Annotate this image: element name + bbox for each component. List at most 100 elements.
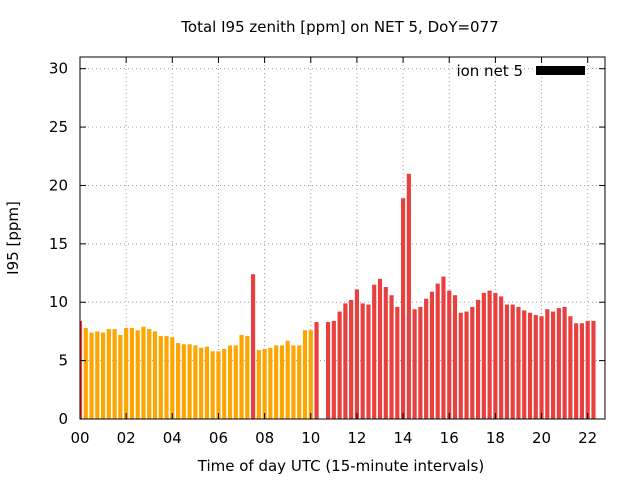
x-tick-label: 08 bbox=[255, 429, 274, 447]
bar-red bbox=[539, 316, 544, 419]
y-tick-label: 10 bbox=[49, 293, 68, 311]
bar-red bbox=[435, 283, 440, 419]
bar-red bbox=[522, 310, 527, 419]
chart-title: Total I95 zenith [ppm] on NET 5, DoY=077 bbox=[180, 18, 498, 36]
bar-orange bbox=[152, 331, 158, 419]
y-tick-label: 25 bbox=[49, 118, 68, 136]
bar-red bbox=[354, 289, 359, 419]
bar-red bbox=[504, 304, 509, 419]
bar-orange bbox=[204, 346, 209, 419]
bar-orange bbox=[308, 330, 313, 419]
x-tick-label: 12 bbox=[347, 429, 366, 447]
bar-red bbox=[487, 290, 492, 419]
bar-orange bbox=[83, 327, 88, 419]
bar-orange bbox=[101, 332, 106, 419]
bar-red bbox=[80, 320, 83, 419]
bar-red bbox=[545, 309, 550, 419]
bar-red bbox=[447, 290, 452, 419]
bar-orange bbox=[176, 343, 181, 419]
bar-orange bbox=[262, 348, 267, 419]
bar-red bbox=[510, 304, 515, 419]
bar-orange bbox=[181, 344, 186, 419]
bar-orange bbox=[239, 334, 244, 419]
bar-orange bbox=[164, 336, 169, 419]
bar-red bbox=[366, 304, 371, 419]
x-tick-label: 04 bbox=[163, 429, 182, 447]
bar-red bbox=[579, 323, 584, 419]
y-tick-label: 30 bbox=[49, 60, 68, 78]
x-tick-label: 06 bbox=[209, 429, 228, 447]
x-tick-label: 18 bbox=[486, 429, 505, 447]
bar-red bbox=[251, 274, 256, 419]
bar-red bbox=[314, 322, 319, 419]
y-tick-label: 5 bbox=[58, 352, 68, 370]
bar-red bbox=[470, 306, 475, 419]
bar-red bbox=[591, 320, 596, 419]
bar-red bbox=[481, 292, 486, 419]
bar-red bbox=[337, 311, 342, 419]
bar-orange bbox=[268, 347, 273, 419]
bar-orange bbox=[187, 344, 192, 419]
bar-red bbox=[343, 303, 348, 419]
bar-orange bbox=[256, 350, 261, 419]
bar-red bbox=[533, 315, 538, 419]
x-axis-label: Time of day UTC (15-minute intervals) bbox=[197, 457, 484, 475]
bar-red bbox=[360, 303, 365, 419]
bar-red bbox=[424, 298, 429, 419]
bar-orange bbox=[227, 345, 233, 419]
bar-red bbox=[476, 299, 481, 419]
bar-red bbox=[331, 320, 336, 419]
bar-red bbox=[418, 306, 423, 419]
bar-orange bbox=[129, 327, 134, 419]
x-tick-label: 10 bbox=[301, 429, 320, 447]
bar-red bbox=[574, 323, 579, 419]
bar-red bbox=[349, 299, 354, 419]
bar-red bbox=[326, 322, 331, 419]
x-tick-label: 00 bbox=[70, 429, 89, 447]
bar-orange bbox=[216, 351, 221, 419]
bar-orange bbox=[135, 330, 140, 419]
bar-orange bbox=[112, 329, 117, 419]
bar-orange bbox=[279, 345, 284, 419]
x-tick-label: 20 bbox=[532, 429, 551, 447]
bar-red bbox=[585, 320, 590, 419]
bar-red bbox=[377, 278, 383, 419]
bar-orange bbox=[285, 340, 290, 419]
legend-swatch bbox=[536, 66, 585, 75]
bar-red bbox=[441, 276, 446, 419]
bar-orange bbox=[233, 345, 238, 419]
bar-orange bbox=[199, 347, 204, 419]
bar-red bbox=[493, 292, 498, 419]
bar-red bbox=[551, 311, 556, 419]
bar-red bbox=[412, 309, 417, 419]
x-tick-label: 14 bbox=[394, 429, 413, 447]
plot-frame bbox=[79, 56, 606, 420]
bar-orange bbox=[210, 351, 215, 419]
y-tick-label: 15 bbox=[49, 235, 68, 253]
bar-red bbox=[499, 296, 504, 419]
bar-orange bbox=[95, 331, 100, 419]
bar-red bbox=[389, 295, 394, 419]
x-tick-label: 02 bbox=[117, 429, 136, 447]
bar-red bbox=[406, 173, 411, 419]
bar-orange bbox=[141, 326, 146, 419]
bar-red bbox=[562, 306, 567, 419]
bar-red bbox=[464, 311, 469, 419]
bar-red bbox=[568, 316, 573, 419]
bar-orange bbox=[291, 345, 296, 419]
bar-orange bbox=[158, 336, 163, 419]
bar-red bbox=[516, 306, 521, 419]
y-axis-label: I95 [ppm] bbox=[4, 201, 22, 275]
bar-orange bbox=[147, 329, 152, 419]
bar-red bbox=[395, 306, 400, 419]
axis-ticks: 0 5 10 15 20 25 30 00 02 04 06 08 10 12 14 16 18 20 22 bbox=[49, 57, 605, 447]
bar-orange bbox=[222, 348, 227, 419]
bar-orange bbox=[124, 327, 129, 419]
bar-orange bbox=[245, 336, 250, 419]
bar-orange bbox=[106, 329, 111, 419]
legend: ion net 5 bbox=[456, 62, 585, 80]
bar-red bbox=[527, 312, 533, 419]
bar-red bbox=[458, 312, 463, 419]
bar-red bbox=[452, 295, 458, 419]
